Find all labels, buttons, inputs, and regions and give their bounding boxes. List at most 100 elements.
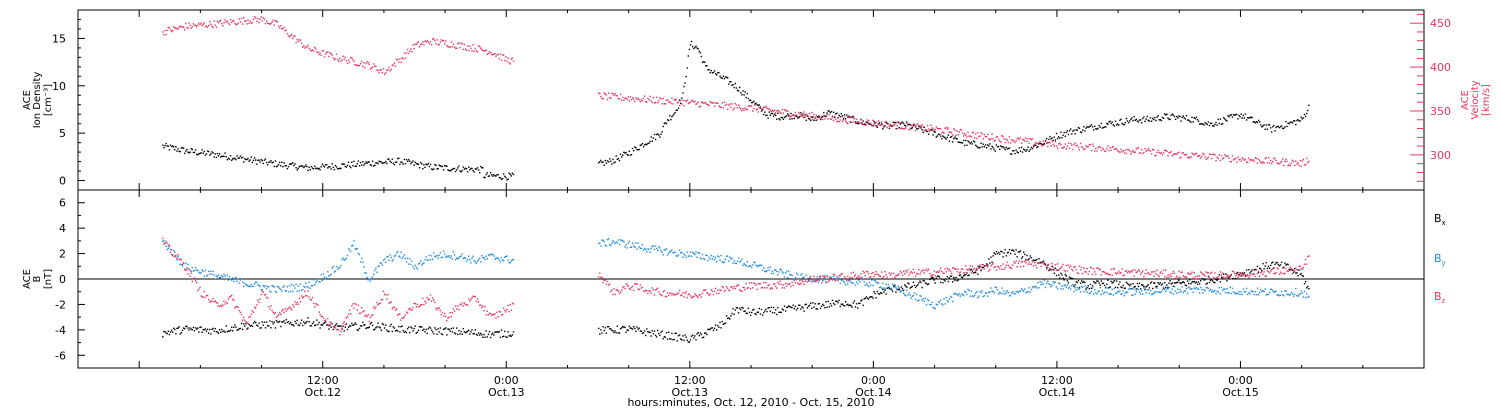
by-point [189, 269, 191, 272]
by-point [1150, 293, 1153, 296]
velocity-point [981, 133, 983, 135]
bz-point [942, 272, 944, 274]
bx-point [300, 319, 303, 321]
by-point [197, 269, 199, 271]
density-point [1238, 114, 1240, 117]
bx-point [635, 330, 637, 332]
density-point [898, 126, 900, 129]
bx-point [624, 326, 626, 329]
bz-point [1093, 268, 1095, 270]
by-point [482, 257, 484, 259]
bx-point [323, 322, 326, 324]
bz-point [1085, 271, 1087, 273]
by-point [900, 290, 903, 292]
bx-point [747, 307, 750, 309]
bx-point [966, 272, 968, 274]
density-point [188, 152, 190, 154]
velocity-point [630, 98, 633, 101]
bz-point [1082, 272, 1084, 275]
density-point [1299, 120, 1301, 122]
bz-point [1243, 273, 1246, 275]
by-point [257, 284, 259, 286]
by-point [737, 257, 740, 259]
density-point [1304, 115, 1307, 118]
velocity-point [887, 123, 889, 125]
bx-point [435, 328, 437, 331]
by-point [351, 245, 353, 247]
velocity-point [1288, 164, 1290, 166]
velocity-point [870, 123, 872, 125]
density-point [391, 158, 393, 160]
velocity-point [1138, 152, 1141, 154]
bx-point [905, 285, 907, 287]
bz-point [1145, 269, 1147, 271]
by-point [741, 258, 743, 260]
velocity-point [1016, 138, 1018, 140]
by-point [675, 255, 677, 257]
by-point [760, 264, 763, 266]
by-point [766, 270, 768, 272]
bx-point [505, 336, 507, 338]
bz-point [751, 282, 753, 284]
by-point [911, 295, 913, 297]
bx-point [741, 306, 743, 309]
bx-point [345, 323, 348, 325]
bx-point [652, 333, 655, 335]
bx-point [634, 327, 636, 330]
density-point [1216, 124, 1218, 126]
bz-point [287, 307, 290, 310]
velocity-point [1308, 160, 1310, 163]
bz-point [465, 304, 468, 306]
velocity-point [859, 122, 861, 124]
bx-point [716, 329, 718, 331]
velocity-point [787, 110, 789, 112]
by-point [733, 260, 735, 262]
by-point [996, 289, 999, 291]
by-point [1157, 291, 1159, 293]
density-point [940, 135, 942, 137]
by-point [1030, 288, 1033, 291]
bx-point [678, 334, 681, 336]
velocity-point [791, 114, 793, 117]
bx-point [477, 332, 480, 334]
bx-point [1088, 288, 1090, 290]
bz-point [820, 281, 823, 284]
bx-point [811, 307, 813, 309]
bx-point [263, 321, 266, 323]
bz-point [184, 268, 186, 271]
bz-point [272, 311, 274, 313]
bx-point [824, 307, 826, 309]
by-point [937, 300, 940, 303]
velocity-point [1242, 158, 1244, 160]
density-point [996, 146, 999, 148]
by-point [1007, 291, 1010, 294]
bz-point [501, 313, 504, 316]
density-point [1024, 149, 1026, 151]
bz-point [851, 277, 853, 279]
density-point [1150, 120, 1153, 122]
bx-point [247, 327, 249, 329]
density-point [1244, 113, 1247, 115]
bz-point [1108, 274, 1110, 276]
density-point [1241, 117, 1243, 119]
by-point [479, 257, 481, 259]
velocity-point [327, 51, 329, 53]
velocity-point [1270, 159, 1272, 162]
bz-point [754, 283, 756, 285]
velocity-point [1180, 156, 1182, 159]
velocity-point [350, 56, 352, 59]
velocity-point [1050, 145, 1052, 147]
density-point [1254, 122, 1257, 124]
bz-point [1037, 262, 1039, 264]
density-point [941, 137, 943, 140]
by-point [216, 276, 219, 278]
velocity-point [1109, 147, 1111, 149]
by-point [418, 262, 421, 264]
density-point [1034, 144, 1036, 146]
velocity-point [940, 128, 942, 130]
bz-point [1043, 261, 1046, 264]
by-point [382, 259, 385, 261]
velocity-point [1279, 161, 1282, 164]
by-point [275, 291, 278, 294]
bz-point [1051, 262, 1053, 265]
